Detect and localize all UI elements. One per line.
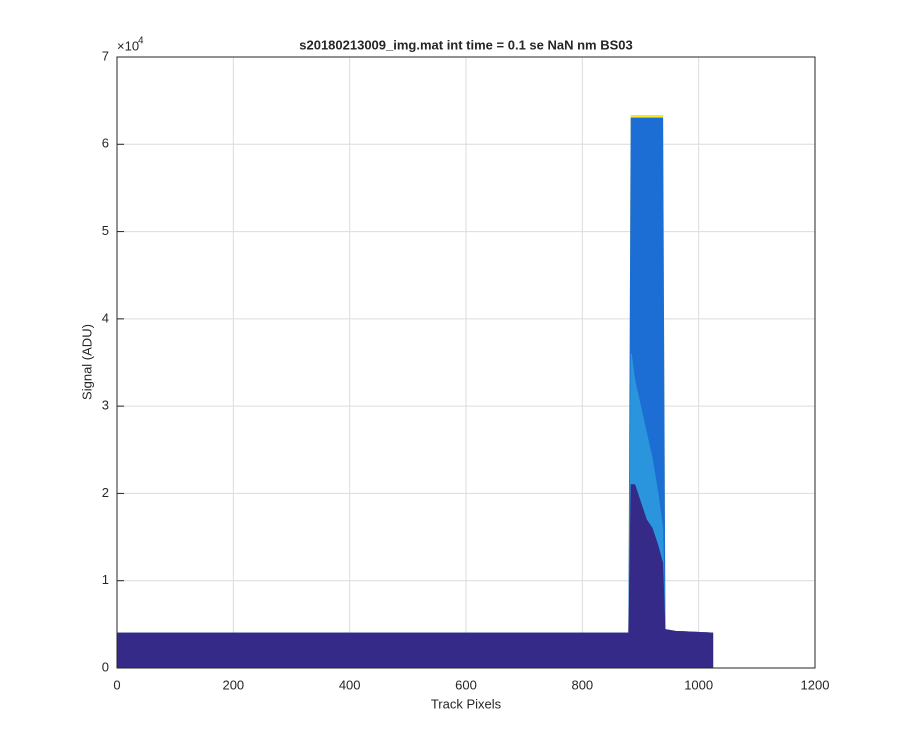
area: [116, 353, 714, 669]
x-axis-label: Track Pixels: [431, 696, 502, 711]
y-axis-label: Signal (ADU): [79, 324, 94, 400]
x-tick-label: 400: [339, 677, 361, 692]
y-exponent: 4: [138, 36, 144, 47]
y-tick-label: 3: [102, 398, 109, 413]
x-tick-label: 200: [222, 677, 244, 692]
x-tick-label: 0: [113, 677, 120, 692]
y-tick-label: 7: [102, 48, 109, 63]
y-tick-label: 1: [102, 572, 109, 587]
area: [116, 484, 714, 669]
x-tick-label: 1000: [684, 677, 713, 692]
y-tick-label: 0: [102, 659, 109, 674]
axes-box: [116, 56, 816, 669]
chart-title: s20180213009_img.mat int time = 0.1 se N…: [299, 37, 633, 52]
area: [116, 117, 714, 669]
x-tick-label: 800: [571, 677, 593, 692]
x-tick-label: 1200: [801, 677, 830, 692]
area: [116, 114, 714, 669]
y-tick-label: 5: [102, 223, 109, 238]
y-exponent-base: ×10: [117, 38, 139, 53]
x-tick-label: 600: [455, 677, 477, 692]
y-tick-label: 2: [102, 485, 109, 500]
y-tick-label: 6: [102, 136, 109, 151]
y-tick-label: 4: [102, 310, 109, 325]
